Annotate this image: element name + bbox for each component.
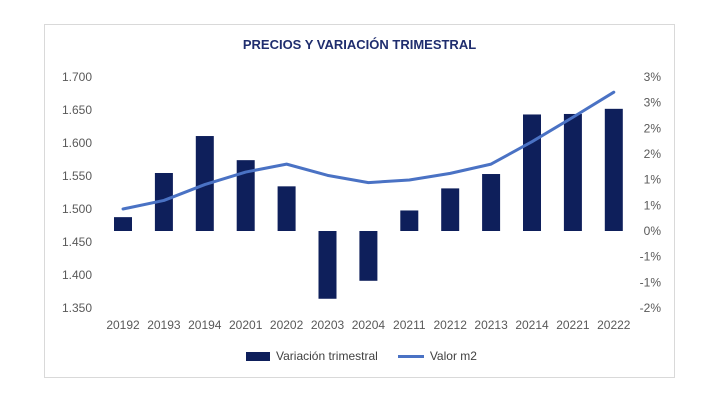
x-tick-label: 20213 [474, 318, 508, 332]
bar-variacion-20211 [400, 210, 419, 231]
bar-variacion-20213 [482, 174, 501, 231]
x-tick-label: 20192 [106, 318, 140, 332]
bar-variacion-20212 [441, 188, 460, 231]
right-tick-label: -1% [640, 250, 662, 264]
x-tick-label: 20193 [147, 318, 181, 332]
x-tick-label: 20202 [270, 318, 304, 332]
x-tick-label: 20204 [352, 318, 386, 332]
right-tick-label: 3% [644, 96, 662, 110]
right-tick-label: 0% [644, 224, 662, 238]
bar-variacion-20193 [154, 172, 173, 231]
legend-label: Valor m2 [429, 349, 477, 363]
right-tick-label: -2% [640, 301, 662, 315]
legend-item-valor: Valor m2 [397, 349, 477, 363]
x-tick-label: 20221 [556, 318, 590, 332]
left-tick-label: 1.700 [62, 70, 92, 84]
right-tick-label: 2% [644, 121, 662, 135]
line-valor-m2 [121, 90, 616, 211]
bar-variacion-20221 [563, 113, 582, 231]
bar-variacion-20204 [359, 231, 378, 281]
right-tick-label: 3% [644, 70, 662, 84]
left-tick-label: 1.600 [62, 136, 92, 150]
bar-variacion-20214 [523, 114, 541, 231]
chart-title: PRECIOS Y VARIACIÓN TRIMESTRAL [242, 37, 477, 52]
x-tick-label: 20212 [434, 318, 468, 332]
legend-swatch-bar [246, 351, 270, 361]
legend: Variación trimestral Valor m2 [246, 348, 497, 364]
right-tick-label: 1% [644, 198, 662, 212]
legend-label: Variación trimestral [276, 349, 378, 363]
x-tick-label: 20203 [311, 318, 345, 332]
left-tick-label: 1.500 [62, 202, 92, 216]
right-tick-label: 1% [644, 173, 662, 187]
x-tick-label: 20222 [597, 318, 631, 332]
right-tick-label: -1% [640, 275, 662, 289]
left-tick-label: 1.650 [62, 103, 92, 117]
bar-variacion-20201 [236, 160, 255, 231]
bar-variacion-20192 [114, 217, 132, 231]
bar-variacion-20202 [277, 186, 296, 231]
right-tick-label: 2% [644, 147, 662, 161]
left-tick-label: 1.400 [62, 268, 92, 282]
legend-item-variacion: Variación trimestral [246, 349, 378, 363]
left-tick-label: 1.550 [62, 169, 92, 183]
left-tick-label: 1.350 [62, 301, 92, 315]
bar-variacion-20203 [318, 231, 337, 299]
x-tick-label: 20201 [229, 318, 263, 332]
x-tick-label: 20214 [515, 318, 549, 332]
left-tick-label: 1.450 [62, 235, 92, 249]
x-tick-label: 20211 [393, 318, 426, 332]
legend-swatch-line [397, 354, 424, 358]
x-tick-label: 20194 [188, 318, 222, 332]
bar-variacion-20222 [604, 108, 623, 231]
